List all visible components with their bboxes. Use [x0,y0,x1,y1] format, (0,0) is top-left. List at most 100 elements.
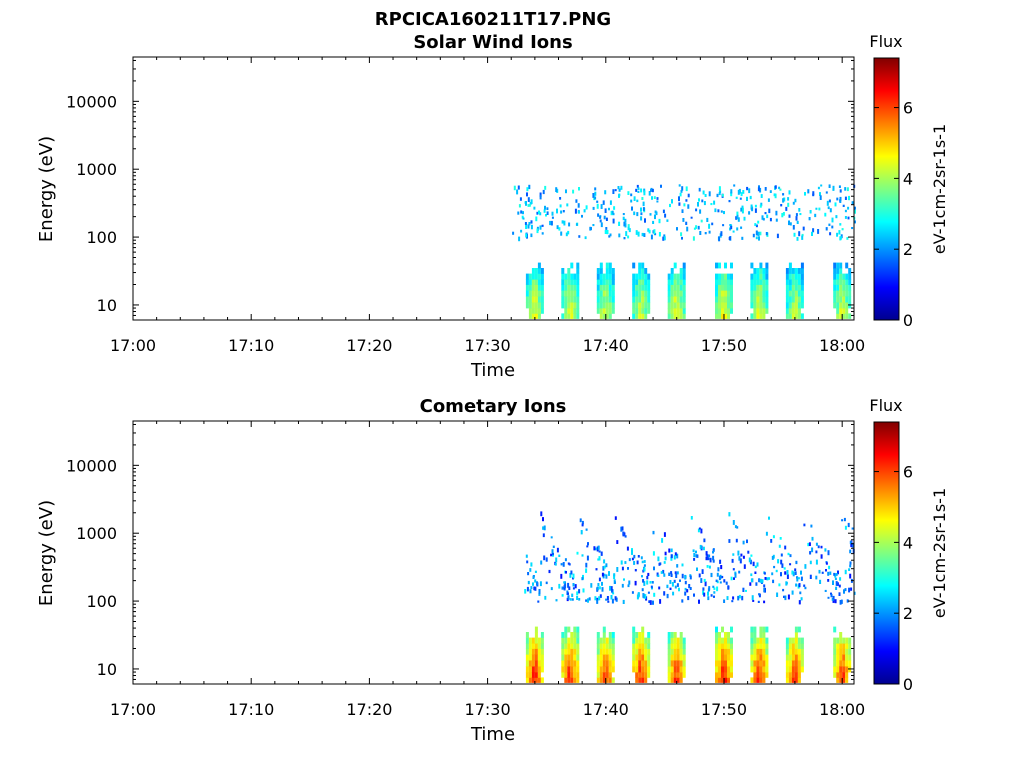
scatter-cell [803,584,806,587]
burst-cell [638,632,642,638]
x-tick-label: 17:50 [701,700,747,719]
burst-cell [576,637,580,644]
burst-cell [528,648,532,655]
scatter-cell [809,560,812,565]
scatter-cell [723,211,725,215]
scatter-cell [659,599,662,604]
scatter-cell [796,576,799,582]
burst-cell [794,268,798,274]
burst-cell [608,313,612,319]
burst-cell [676,648,680,655]
scatter-cell [755,224,758,228]
scatter-cell [644,594,647,599]
scatter-cell [660,184,662,188]
burst-cell [531,637,535,644]
scatter-cell [811,536,814,541]
burst-cell [605,654,609,661]
burst-cell [561,654,565,661]
scatter-cell [780,572,782,577]
scatter-cell [663,573,666,577]
burst-cell [570,284,574,291]
scatter-cell [526,192,528,197]
burst-cell [635,643,639,649]
scatter-cell [585,599,588,602]
burst-cell [791,273,795,280]
burst-cell [632,666,636,673]
scatter-cell [637,187,640,191]
burst-cell [785,677,789,683]
burst-cell [836,296,840,303]
panel-solar-wind: Solar Wind Ions 17:00 17:10 17:20 17:30 17:4… [36,32,949,381]
burst-cell [531,677,535,683]
burst-cell [540,666,544,673]
burst-cell [667,648,671,655]
scatter-cell [544,185,547,190]
burst-cell [644,290,648,297]
scatter-cell [605,598,608,601]
scatter-cell [684,580,687,585]
x-ticks: 17:00 17:10 17:20 17:30 17:40 17:50 18:00 [110,57,865,355]
scatter-cell [534,579,537,583]
burst-cell [602,648,606,655]
scatter-cell [828,565,831,570]
burst-cell [605,302,609,309]
scatter-cell [702,590,705,595]
scatter-cell [662,209,665,214]
burst-cell [564,279,568,285]
scatter-cell [628,228,631,233]
burst-cell [833,290,837,297]
burst-cell [842,666,846,673]
burst-cell [632,648,636,655]
scatter-cell [750,578,753,582]
burst-cell [647,660,651,667]
burst-cell [727,643,730,649]
scatter-cell [560,563,563,566]
scatter-cell [596,599,599,604]
scatter-cell [527,572,530,576]
burst-cell [676,654,680,661]
scatter-cell [598,556,601,561]
burst-cell [785,296,789,303]
scatter-cell [712,559,715,563]
burst-cell [756,302,760,309]
scatter-cell [788,190,791,195]
burst-cell [605,643,609,649]
burst-cell [718,302,721,309]
scatter-cell [650,187,653,192]
colorbar-title: Flux [869,32,902,51]
burst-cell [638,660,642,667]
plot-area [132,56,855,321]
burst-cell [670,296,674,303]
burst-cell [682,262,686,269]
burst-cell [534,643,538,649]
scatter-cell [847,206,850,210]
burst-cell [721,648,724,655]
burst-cell [635,654,639,661]
scatter-cell [708,554,711,558]
burst-cell [647,302,651,309]
burst-cell [638,262,642,269]
scatter-cell [641,588,644,592]
burst-cell [788,296,792,303]
burst-cell [756,290,760,297]
burst-cell [724,632,727,638]
scatter-cell [558,583,561,589]
scatter-cell [610,586,613,591]
burst-cell [602,273,606,280]
burst-cell [567,648,571,655]
burst-cell [794,677,798,683]
scatter-cell [729,227,732,231]
scatter-cell [680,232,683,237]
burst-cell [845,637,849,644]
burst-cell [785,672,789,678]
burst-cell [561,313,565,319]
scatter-cell [778,186,781,190]
scatter-cell [839,600,842,605]
burst-cell [791,296,795,303]
burst-cell [644,660,648,667]
scatter-cell [669,203,671,208]
scatter-cell [736,214,739,220]
colorbar-tick-label: 4 [903,169,913,188]
